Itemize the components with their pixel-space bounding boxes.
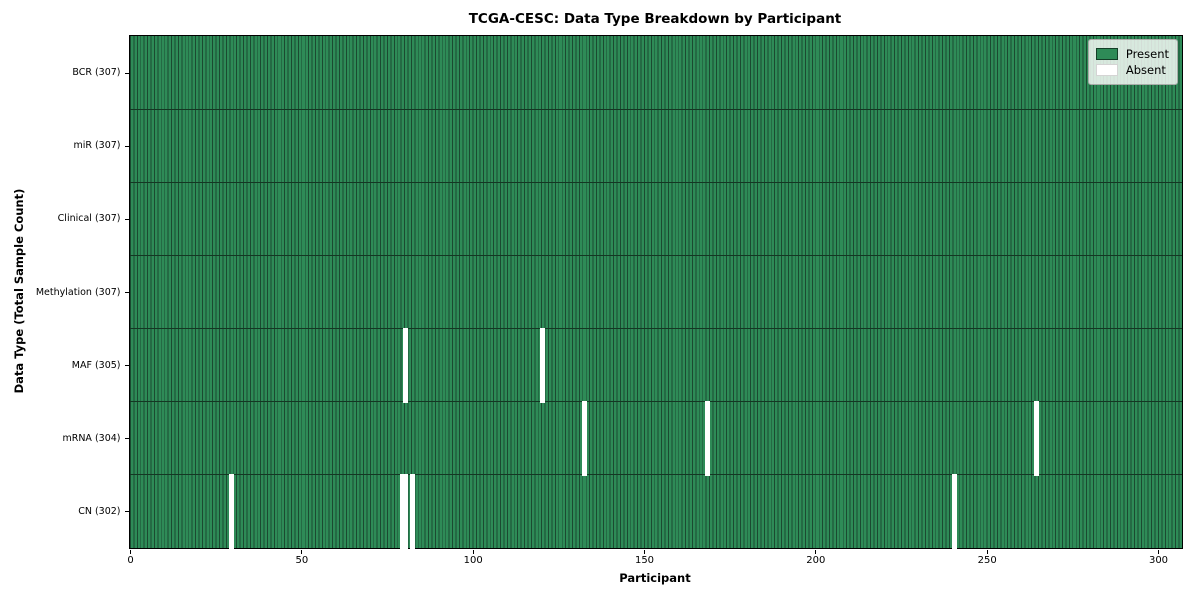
x-tick-mark <box>644 550 645 554</box>
y-tick-label-BCR: BCR (307) <box>72 67 121 79</box>
x-tick-label-250: 250 <box>977 555 997 566</box>
absent-bar-CN-79 <box>399 473 405 549</box>
x-tick-mark <box>815 550 817 554</box>
absent-bar-CN-240 <box>951 473 957 549</box>
absent-bar-mRNA-132 <box>581 400 587 476</box>
row-divider <box>130 401 1182 403</box>
x-axis-label: Participant <box>619 571 691 585</box>
x-tick-label-100: 100 <box>463 555 483 566</box>
plot-area: Present Absent <box>129 35 1183 549</box>
x-tick-label-300: 300 <box>1148 555 1169 566</box>
y-tick-mark <box>124 438 129 440</box>
x-tick-mark <box>301 550 303 554</box>
legend-label-present: Present <box>1125 47 1169 61</box>
y-tick-label-Methylation: Methylation (307) <box>35 286 121 298</box>
x-tick-label-200: 200 <box>806 555 826 566</box>
y-tick-mark <box>124 511 129 513</box>
y-tick-mark <box>124 365 129 367</box>
absent-swatch <box>1095 64 1118 76</box>
y-tick-label-miR: miR (307) <box>73 140 121 152</box>
row-divider <box>130 474 1182 476</box>
x-tick-mark <box>472 550 474 554</box>
legend: Present Absent <box>1087 39 1178 85</box>
row-divider <box>130 181 1182 183</box>
row-divider <box>130 108 1182 110</box>
legend-entry-present: Present <box>1095 47 1169 61</box>
x-tick-label-50: 50 <box>295 555 309 566</box>
y-tick-label-mRNA: mRNA (304) <box>62 432 121 444</box>
chart-title: TCGA-CESC: Data Type Breakdown by Partic… <box>468 11 842 27</box>
y-tick-mark <box>124 292 129 293</box>
absent-bar-CN-29 <box>228 473 234 549</box>
x-tick-mark <box>1158 550 1159 554</box>
y-tick-label-CN: CN (302) <box>78 505 121 517</box>
y-tick-label-Clinical: Clinical (307) <box>57 213 121 225</box>
absent-bar-CN-82 <box>410 473 416 549</box>
x-tick-label-150: 150 <box>634 555 655 566</box>
row-divider <box>130 254 1182 256</box>
absent-bar-MAF-120 <box>540 327 546 403</box>
y-tick-label-MAF: MAF (305) <box>71 359 121 371</box>
absent-bar-CN-80 <box>403 473 409 549</box>
row-divider <box>130 328 1182 330</box>
x-tick-label-0: 0 <box>127 555 134 566</box>
legend-label-absent: Absent <box>1125 63 1166 77</box>
present-swatch <box>1095 48 1118 60</box>
x-tick-mark <box>986 550 988 554</box>
y-tick-mark <box>124 72 129 74</box>
absent-bar-mRNA-264 <box>1033 400 1039 476</box>
y-tick-mark <box>124 145 129 147</box>
legend-entry-absent: Absent <box>1095 63 1169 77</box>
absent-bar-MAF-80 <box>403 327 409 403</box>
y-tick-mark <box>124 218 129 220</box>
x-tick-mark <box>130 550 131 554</box>
absent-bar-mRNA-168 <box>704 400 710 476</box>
